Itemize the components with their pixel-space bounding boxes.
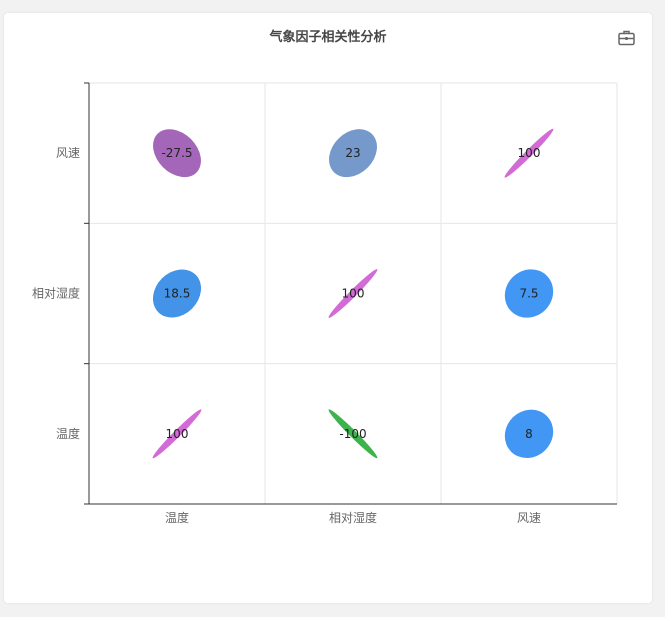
correlation-ellipse <box>328 409 378 459</box>
correlation-ellipse <box>152 409 202 459</box>
x-tick-label: 温度 <box>165 510 189 525</box>
y-tick-label: 温度 <box>56 426 80 441</box>
correlation-value-label: 100 <box>518 146 541 160</box>
correlation-value-label: 100 <box>166 427 189 441</box>
toolbox-button[interactable] <box>617 29 637 47</box>
correlation-ellipse <box>328 269 378 318</box>
x-tick-label: 风速 <box>517 511 541 525</box>
correlation-ellipse <box>153 129 201 178</box>
y-tick-label: 风速 <box>56 146 80 160</box>
correlation-value-label: -100 <box>339 427 366 441</box>
correlation-value-label: 8 <box>525 427 533 441</box>
correlation-value-label: 18.5 <box>164 287 191 301</box>
correlation-ellipse <box>152 269 202 318</box>
chart-title: 气象因子相关性分析 <box>269 30 387 45</box>
y-tick-label: 相对湿度 <box>32 286 80 301</box>
correlation-ellipse <box>504 128 554 178</box>
correlation-value-label: 100 <box>342 287 365 301</box>
correlation-ellipse <box>504 409 554 458</box>
toolbox-icon <box>618 30 635 46</box>
correlation-value-label: 23 <box>345 146 360 160</box>
correlation-ellipse <box>329 129 377 178</box>
correlation-value-label: 7.5 <box>519 287 538 301</box>
correlation-value-label: -27.5 <box>161 146 192 160</box>
x-tick-label: 相对湿度 <box>329 510 377 525</box>
correlation-ellipse <box>504 269 554 318</box>
